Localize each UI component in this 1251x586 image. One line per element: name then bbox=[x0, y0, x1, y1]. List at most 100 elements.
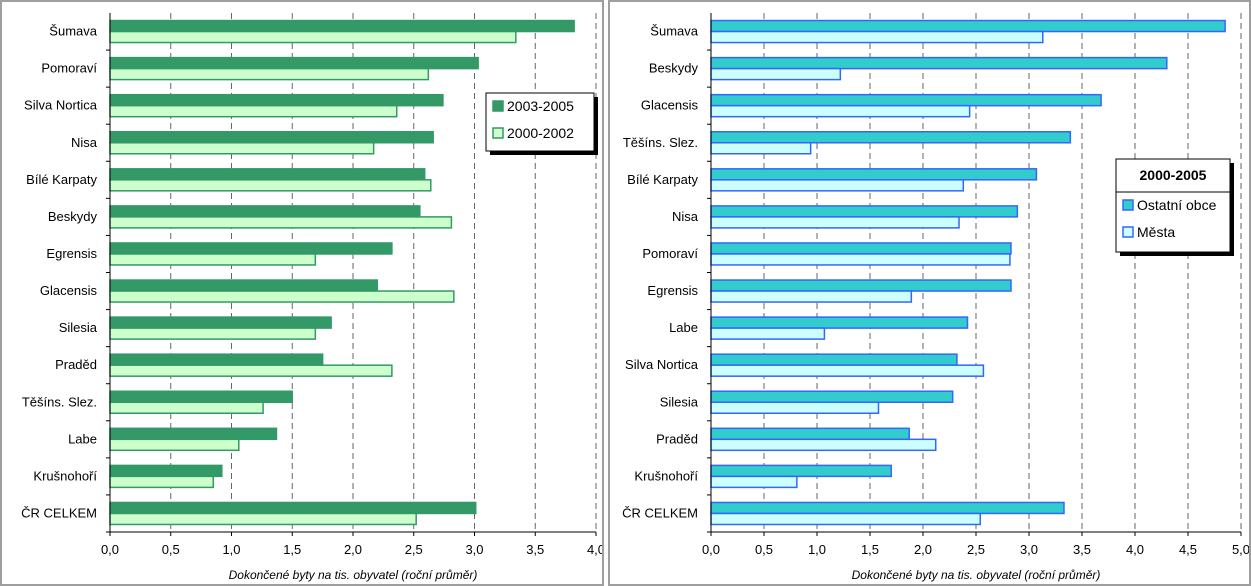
legend-label: 2000-2002 bbox=[507, 125, 574, 141]
category-label: Pomoraví bbox=[642, 246, 698, 261]
bar-Ostatní obce bbox=[710, 242, 1012, 255]
category-label: Krušnohoří bbox=[634, 468, 698, 483]
x-tick-label: 3,0 bbox=[1020, 542, 1038, 557]
x-tick-label: 1,5 bbox=[861, 542, 879, 557]
bar-2000-2002 bbox=[109, 30, 517, 44]
x-tick-label: 3,5 bbox=[526, 542, 544, 557]
bar-Ostatní obce bbox=[710, 316, 969, 329]
x-tick-label: 1,0 bbox=[222, 542, 240, 557]
bar-2003-2005 bbox=[109, 390, 293, 403]
bar-2000-2002 bbox=[109, 401, 264, 414]
bar-Města bbox=[710, 30, 1044, 44]
bar-2003-2005 bbox=[109, 353, 324, 366]
bar-Města bbox=[710, 475, 798, 489]
bar-2000-2002 bbox=[109, 290, 455, 303]
bar-Města bbox=[710, 253, 1011, 266]
legend bbox=[1115, 158, 1231, 253]
bar-Ostatní obce bbox=[710, 131, 1072, 144]
bar-Města bbox=[710, 216, 960, 229]
legend bbox=[485, 92, 595, 152]
x-tick-label: 4,5 bbox=[1179, 542, 1197, 557]
category-label: Těšíns. Slez. bbox=[22, 394, 97, 409]
bar-Ostatní obce bbox=[710, 390, 954, 403]
legend-label: Ostatní obce bbox=[1137, 197, 1217, 213]
bar-2003-2005 bbox=[109, 205, 421, 218]
category-label: Glacensis bbox=[40, 283, 98, 298]
category-label: Glacensis bbox=[641, 98, 699, 113]
bar-2000-2002 bbox=[109, 216, 453, 229]
bar-2003-2005 bbox=[109, 316, 332, 329]
category-label: Bílé Karpaty bbox=[26, 172, 97, 187]
bar-2003-2005 bbox=[109, 93, 444, 107]
category-label: ČR CELKEM bbox=[21, 505, 97, 520]
category-label: ČR CELKEM bbox=[622, 505, 698, 520]
bar-Města bbox=[710, 179, 965, 192]
bar-Města bbox=[710, 327, 826, 340]
x-axis-title: Dokončené byty na tis. obyvatel (roční p… bbox=[852, 568, 1101, 582]
legend-title: 2000-2005 bbox=[1140, 167, 1207, 183]
x-tick-label: 0,5 bbox=[162, 542, 180, 557]
bar-2003-2005 bbox=[109, 501, 477, 515]
bar-Ostatní obce bbox=[710, 56, 1168, 70]
bar-2003-2005 bbox=[109, 427, 278, 441]
bar-Ostatní obce bbox=[710, 279, 1012, 292]
category-label: Silva Nortica bbox=[625, 357, 699, 372]
x-tick-label: 3,5 bbox=[1073, 542, 1091, 557]
bar-2000-2002 bbox=[109, 179, 432, 192]
bar-Ostatní obce bbox=[710, 464, 892, 478]
legend-label: 2003-2005 bbox=[507, 98, 574, 114]
bar-2000-2002 bbox=[109, 142, 375, 155]
category-label: Silva Nortica bbox=[24, 98, 98, 113]
category-label: Silesia bbox=[660, 394, 699, 409]
category-label: Nisa bbox=[672, 209, 699, 224]
category-label: Pomoraví bbox=[41, 61, 97, 76]
category-label: Praděd bbox=[55, 357, 97, 372]
bar-Města bbox=[710, 142, 812, 155]
right-chart: Šumava Beskydy Glacensis Těšíns. Slez. Bílé … bbox=[622, 13, 1250, 582]
legend-swatch bbox=[492, 127, 504, 139]
bar-Města bbox=[710, 104, 971, 118]
x-tick-label: 2,0 bbox=[914, 542, 932, 557]
bar-2000-2002 bbox=[109, 475, 215, 489]
x-tick-label: 2,0 bbox=[344, 542, 362, 557]
x-tick-label: 2,5 bbox=[405, 542, 423, 557]
x-tick-label: 0,0 bbox=[702, 542, 720, 557]
category-label: Těšíns. Slez. bbox=[623, 135, 698, 150]
category-label: Labe bbox=[68, 431, 97, 446]
x-tick-label: 5,0 bbox=[1232, 542, 1250, 557]
left-chart-panel: Šumava Pomoraví Silva Nortica Nisa Bílé Karp… bbox=[0, 0, 604, 586]
bar-Města bbox=[710, 438, 937, 452]
left-chart: Šumava Pomoraví Silva Nortica Nisa Bílé Karp… bbox=[21, 13, 604, 582]
x-tick-label: 4,0 bbox=[587, 542, 604, 557]
category-label: Egrensis bbox=[46, 246, 97, 261]
legend-swatch bbox=[1122, 226, 1134, 238]
legend-label: Města bbox=[1137, 224, 1175, 240]
category-label: Egrensis bbox=[647, 283, 698, 298]
bar-2003-2005 bbox=[109, 464, 223, 478]
bar-Města bbox=[710, 364, 985, 377]
bar-2003-2005 bbox=[109, 168, 426, 181]
bar-2000-2002 bbox=[109, 327, 317, 340]
category-label: Silesia bbox=[59, 320, 98, 335]
legend-swatch bbox=[492, 100, 504, 112]
bar-Ostatní obce bbox=[710, 168, 1038, 181]
bar-2000-2002 bbox=[109, 364, 393, 377]
bar-2003-2005 bbox=[109, 56, 479, 70]
right-chart-panel: Šumava Beskydy Glacensis Těšíns. Slez. Bílé … bbox=[608, 0, 1251, 586]
category-label: Bílé Karpaty bbox=[627, 172, 698, 187]
x-tick-label: 1,5 bbox=[283, 542, 301, 557]
category-label: Krušnohoří bbox=[33, 468, 97, 483]
category-label: Beskydy bbox=[48, 209, 98, 224]
bar-Města bbox=[710, 67, 842, 81]
bar-2000-2002 bbox=[109, 512, 417, 526]
bar-2003-2005 bbox=[109, 242, 393, 255]
category-label: Beskydy bbox=[649, 61, 699, 76]
bar-Města bbox=[710, 290, 913, 303]
x-tick-label: 2,5 bbox=[967, 542, 985, 557]
bar-2000-2002 bbox=[109, 253, 317, 266]
bar-2003-2005 bbox=[109, 19, 575, 33]
bar-Ostatní obce bbox=[710, 205, 1019, 218]
bar-Ostatní obce bbox=[710, 93, 1102, 107]
category-label: Praděd bbox=[656, 431, 698, 446]
bar-Ostatní obce bbox=[710, 427, 910, 441]
